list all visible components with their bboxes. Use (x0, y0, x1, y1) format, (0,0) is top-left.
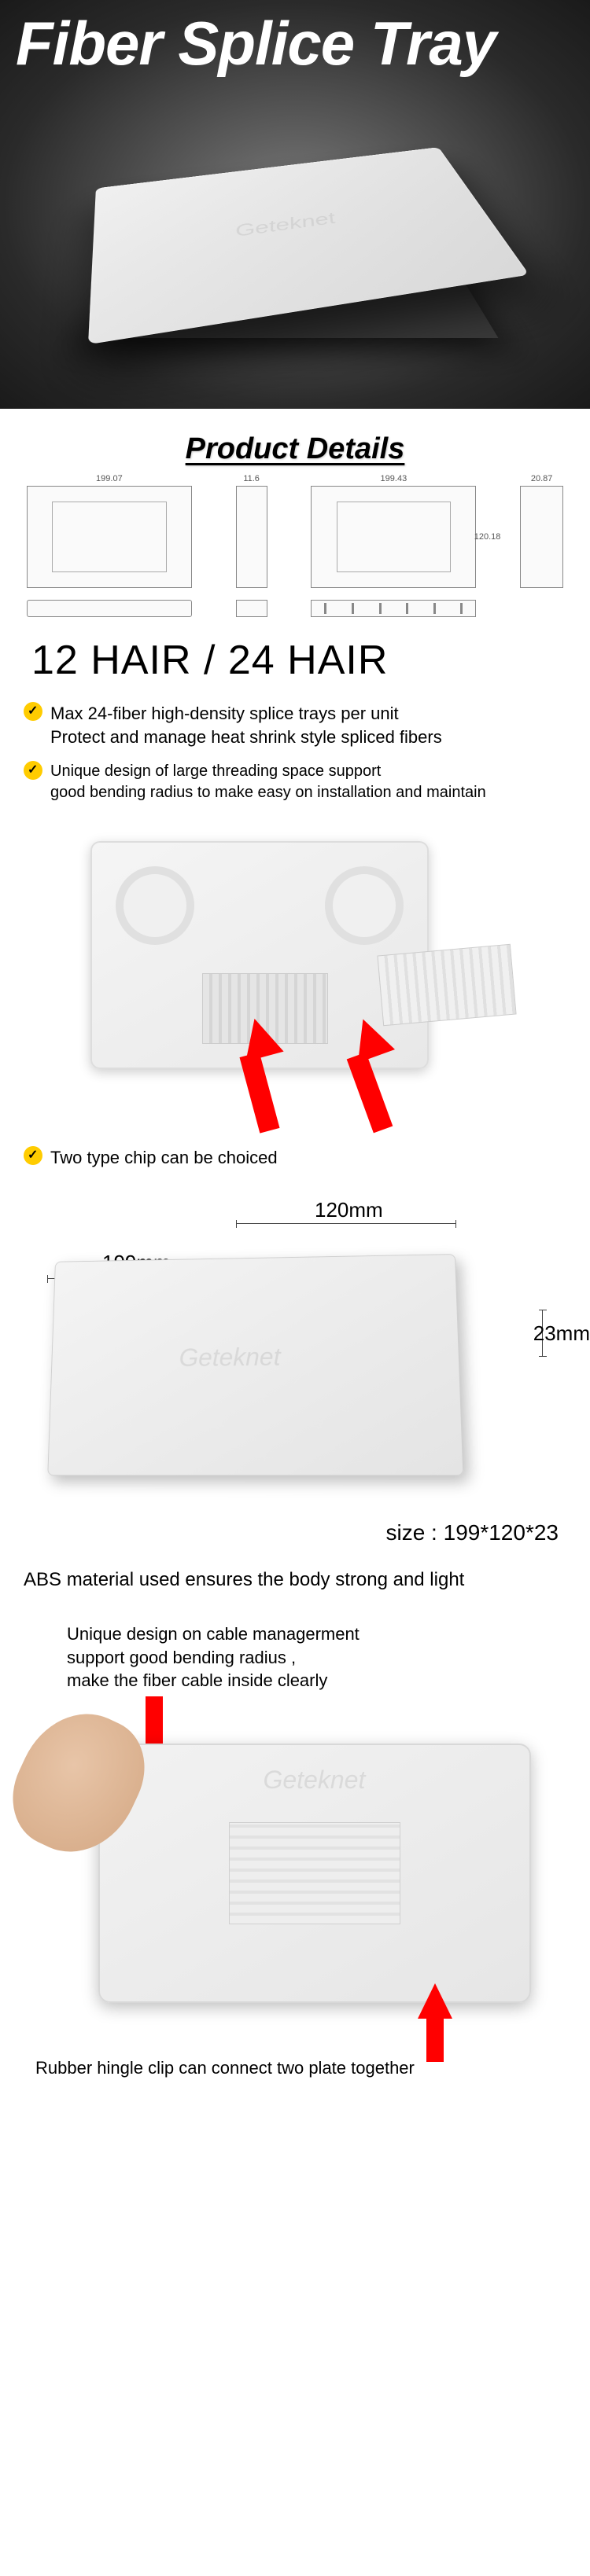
dim-label: 120.18 (474, 532, 501, 542)
section-header: Product Details (0, 409, 590, 474)
dim-label: 199.07 (96, 474, 123, 483)
splice-chip-extended (377, 944, 516, 1026)
watermark: Geteknet (234, 209, 339, 241)
technical-drawings-bottom (0, 600, 590, 625)
bottom-line: support good bending radius , (67, 1646, 562, 1670)
bottom-line: make the fiber cable inside clearly (67, 1669, 562, 1692)
check-icon (24, 702, 42, 721)
check-icon (24, 761, 42, 780)
arrow-icon (350, 1018, 389, 1132)
product-open-view (59, 825, 531, 1124)
drawing-front: 199.07 (27, 486, 192, 588)
check-icon (24, 1146, 42, 1165)
feature-text: Protect and manage heat shrink style spl… (50, 726, 442, 749)
drawing-side-narrow: 11.6 (236, 486, 267, 588)
dim-label: 199.43 (381, 474, 407, 483)
clip-text: Rubber hingle clip can connect two plate… (12, 2050, 578, 2094)
dim-label: 20.87 (531, 474, 553, 483)
fiber-spool-icon (325, 866, 404, 945)
feature-text: good bending radius to make easy on inst… (50, 782, 486, 803)
drawing-slim (27, 600, 192, 617)
dim-label: 11.6 (243, 474, 260, 483)
drawing-slim-spacer (520, 600, 563, 617)
feature-text: Max 24-fiber high-density splice trays p… (50, 702, 442, 726)
material-text: ABS material used ensures the body stron… (0, 1553, 590, 1607)
drawing-slim (236, 600, 267, 617)
hero-section: Fiber Splice Tray Geteknet (0, 0, 590, 409)
size-summary: size : 199*120*23 (385, 1520, 559, 1545)
dimension-height: 23mm (533, 1321, 590, 1346)
feature-text: Two type chip can be choiced (50, 1146, 278, 1170)
feature-text: Unique design of large threading space s… (50, 761, 486, 782)
drawing-open: 199.43 120.18 (311, 486, 476, 588)
feature-row: Two type chip can be choiced (0, 1140, 590, 1176)
splice-area (229, 1822, 400, 1924)
dimension-line (236, 1223, 456, 1224)
product-closed-render: Geteknet (47, 1254, 463, 1475)
fiber-spool-icon (116, 866, 194, 945)
bottom-section: Unique design on cable managerment suppo… (0, 1607, 590, 2102)
tray-open: Geteknet (98, 1744, 531, 2003)
capacity-title: 12 HAIR / 24 HAIR (0, 625, 590, 696)
drawing-slim (311, 600, 476, 617)
bottom-line: Unique design on cable managerment (67, 1622, 562, 1646)
watermark: Geteknet (263, 1766, 365, 1795)
watermark: Geteknet (179, 1343, 280, 1373)
feature-row: Unique design of large threading space s… (0, 755, 590, 810)
dimension-width: 120mm (315, 1198, 383, 1222)
arrow-up-icon (418, 1983, 452, 2062)
product-in-hand: Geteknet (28, 1704, 562, 2050)
arrow-icon (240, 1018, 279, 1132)
hero-title: Fiber Splice Tray (0, 0, 590, 87)
drawing-profile: 20.87 (520, 486, 563, 588)
feature-row: Max 24-fiber high-density splice trays p… (0, 696, 590, 755)
bottom-feature-text: Unique design on cable managerment suppo… (12, 1622, 578, 1704)
technical-drawings-row: 199.07 11.6 199.43 120.18 20.87 (0, 474, 590, 600)
dimensions-section: 120mm 199mm Geteknet 23mm size : 199*120… (0, 1176, 590, 1553)
